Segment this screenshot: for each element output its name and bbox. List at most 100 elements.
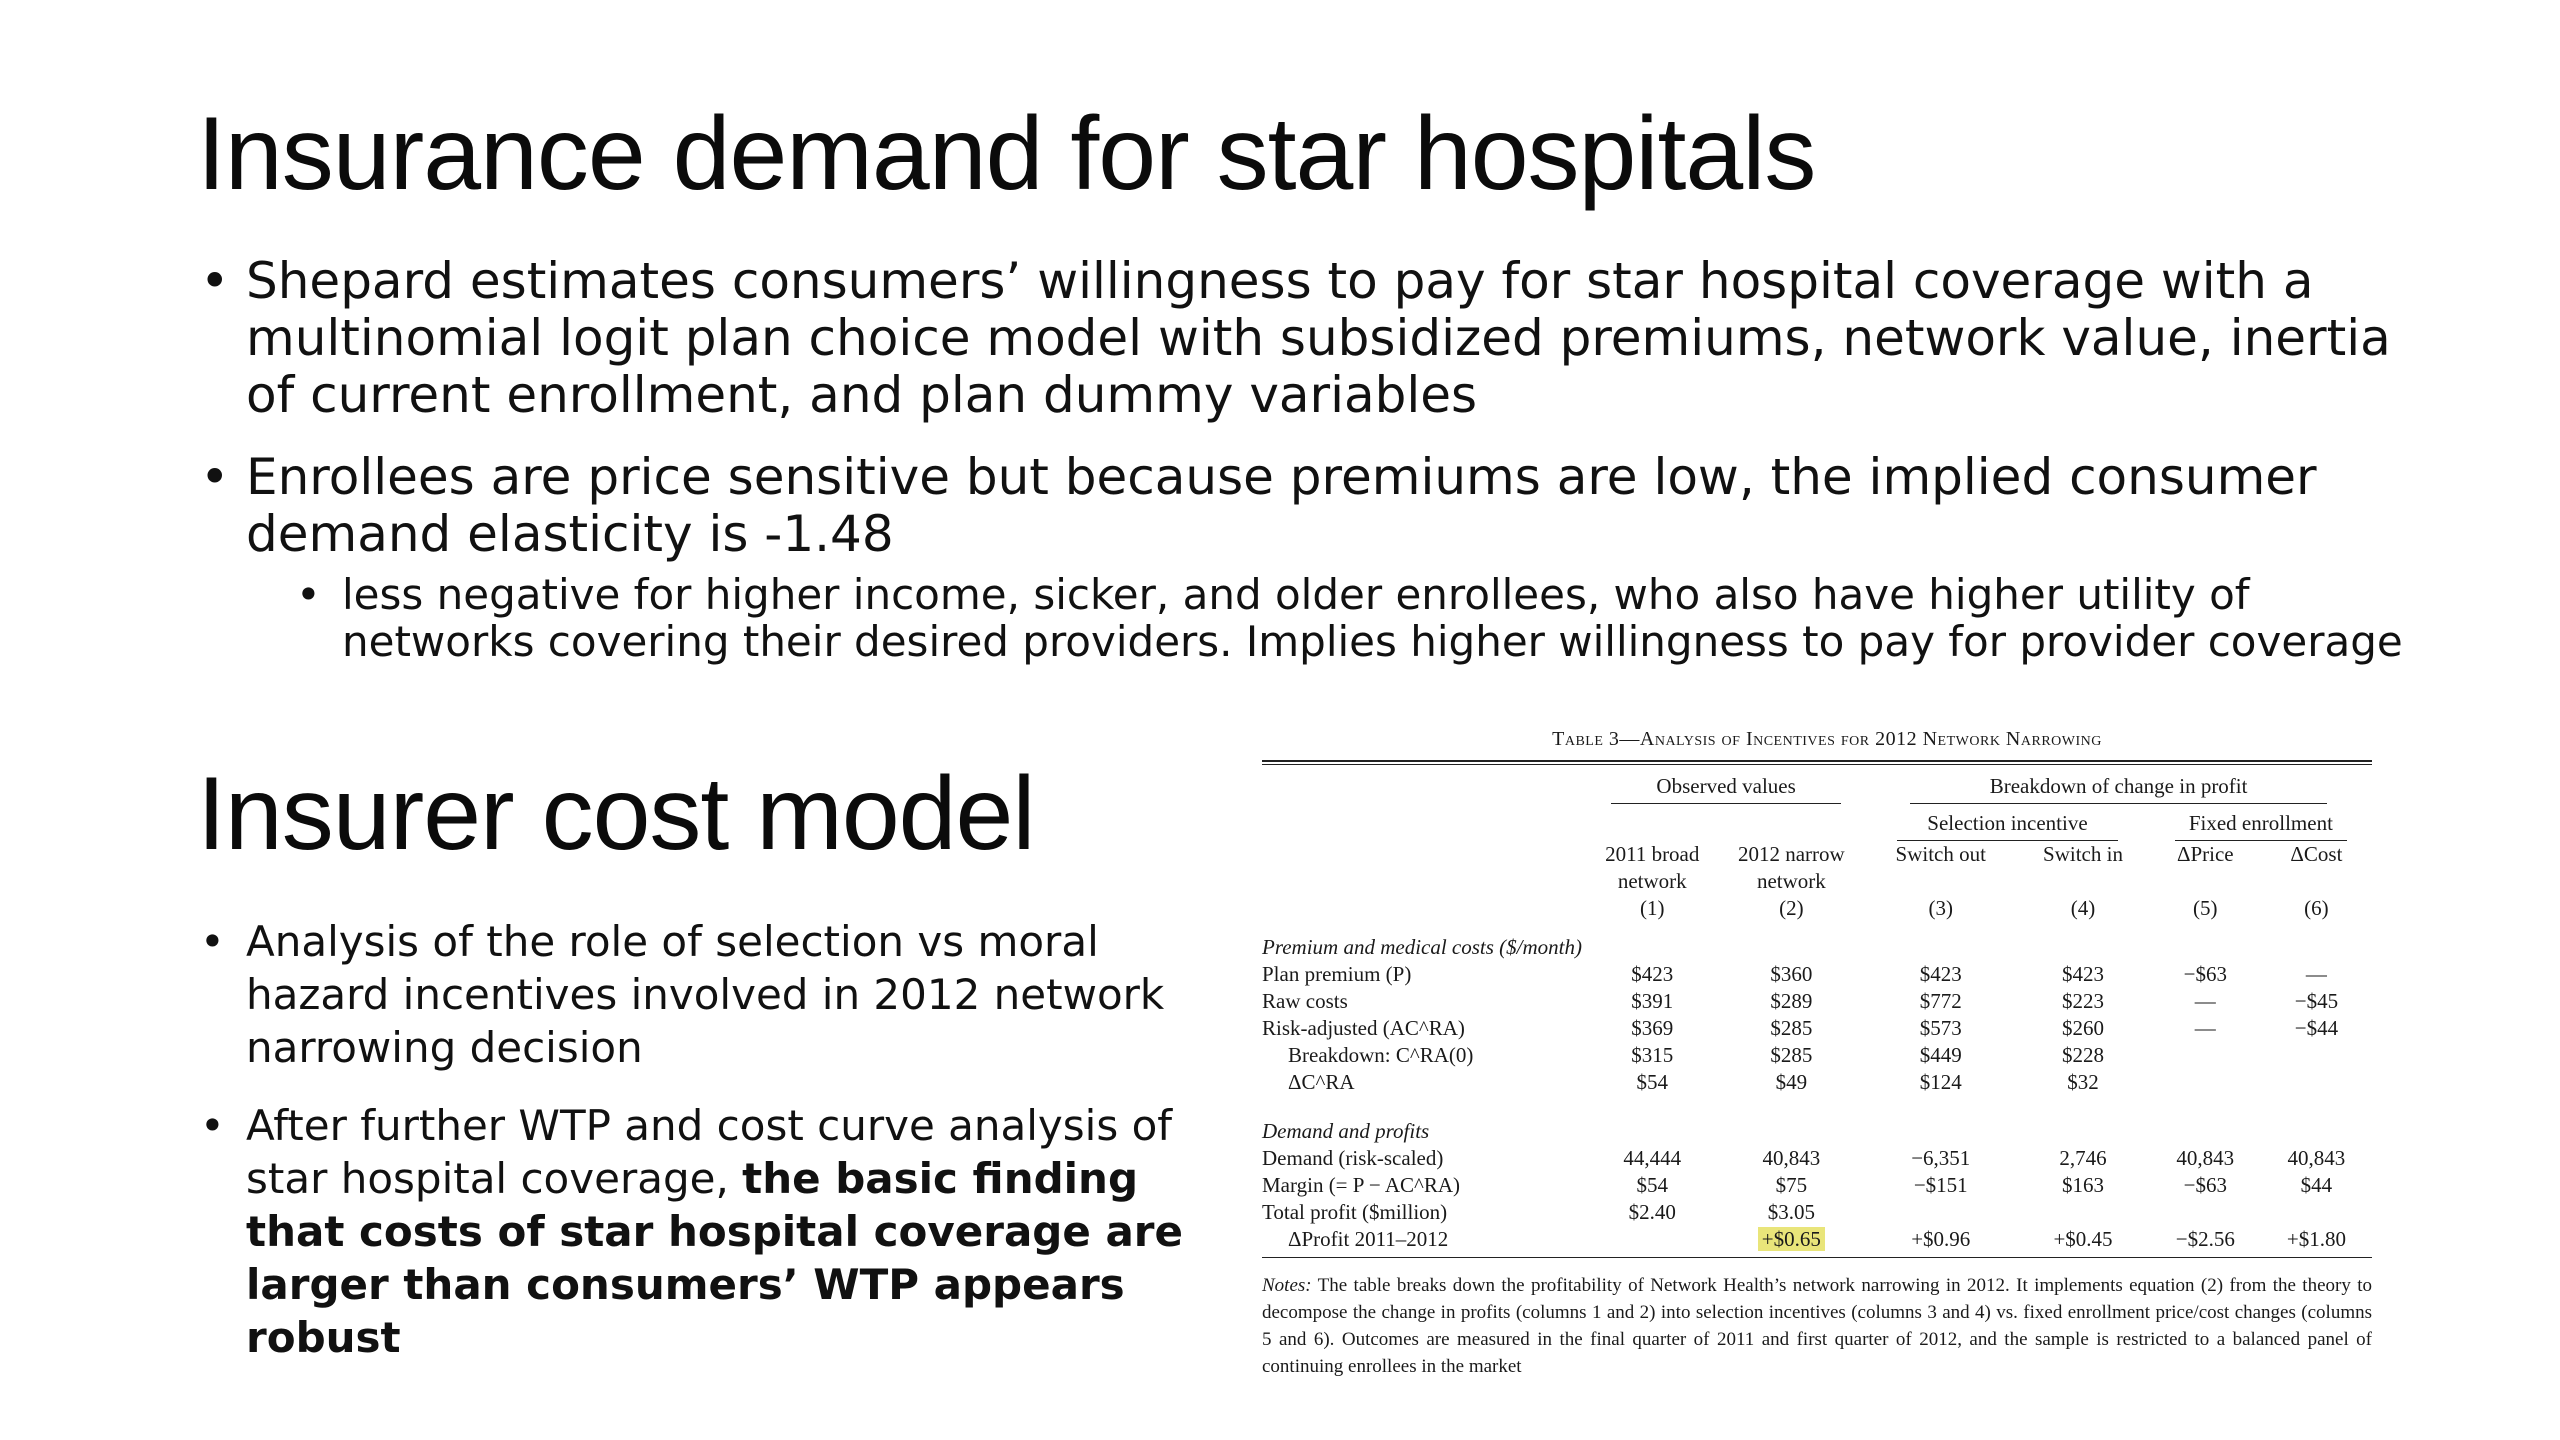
table-cell: +$0.45 — [2053, 1227, 2113, 1251]
table-cell: $124 — [1919, 1070, 1962, 1094]
table-cell: $315 — [1631, 1043, 1674, 1067]
table-cell: $32 — [2067, 1070, 2099, 1094]
sub-bullet-item: less negative for higher income, sicker,… — [296, 571, 2446, 665]
table-cell: $228 — [2062, 1043, 2104, 1067]
bullet-text: Analysis of the role of selection vs mor… — [246, 917, 1165, 1072]
table-row: Plan premium (P) $423 $360 $423 $423 −$63 — — [1262, 961, 2372, 988]
table-cell — [2150, 1042, 2261, 1069]
row-label: Breakdown: C^RA(0) — [1288, 1043, 1474, 1067]
table-cell: +$0.65 — [1717, 1226, 1865, 1253]
bullet-text-plain: After further WTP and cost curve analysi… — [246, 1101, 1173, 1203]
table-cell: −$45 — [2294, 989, 2339, 1013]
table-cell — [1865, 1199, 2016, 1226]
column-header: Switch out — [1895, 842, 1986, 866]
table-cell: −$44 — [2294, 1016, 2339, 1040]
table-cell: 40,843 — [2176, 1146, 2235, 1170]
table-bottom-rule — [1262, 1257, 2372, 1258]
row-label: ΔC^RA — [1288, 1070, 1355, 1094]
table-cell: +$0.96 — [1911, 1227, 1971, 1251]
group-header: Observed values — [1611, 773, 1841, 804]
table-cell: $2.40 — [1628, 1200, 1676, 1224]
column-header: ΔCost — [2290, 842, 2343, 866]
column-number: (6) — [2304, 896, 2329, 920]
row-label: Total profit ($million) — [1262, 1200, 1448, 1224]
table-cell: $772 — [1919, 989, 1962, 1013]
table-cell: $3.05 — [1767, 1200, 1815, 1224]
table-cell — [2150, 1069, 2261, 1096]
table-caption: Table 3—Analysis of Incentives for 2012 … — [1552, 728, 2102, 750]
table-cell: 40,843 — [1762, 1146, 1821, 1170]
column-number: (4) — [2070, 896, 2096, 920]
table-cell: $449 — [1919, 1043, 1962, 1067]
bullet-item: After further WTP and cost curve analysi… — [200, 1099, 1206, 1364]
table-cell: 2,746 — [2059, 1146, 2107, 1170]
table-cell: $289 — [1770, 989, 1813, 1013]
table-cell: — — [2194, 1016, 2216, 1040]
table-top-rule — [1262, 760, 2372, 765]
table-cell — [2261, 1199, 2372, 1226]
row-label: Margin (= P − AC^RA) — [1262, 1173, 1461, 1197]
table-cell: $573 — [1919, 1016, 1962, 1040]
column-header: ΔPrice — [2176, 842, 2234, 866]
table-row: Breakdown: C^RA(0) $315 $285 $449 $228 — [1262, 1042, 2372, 1069]
table-cell — [2261, 1069, 2372, 1096]
table-cell: −6,351 — [1911, 1146, 1971, 1170]
column-number: (2) — [1779, 896, 1804, 920]
column-number: (1) — [1639, 896, 1665, 920]
table-cell: −$63 — [2183, 962, 2227, 986]
column-header: network — [1756, 869, 1826, 893]
table-row: Raw costs $391 $289 $772 $223 — −$45 — [1262, 988, 2372, 1015]
table-cell: $163 — [2062, 1173, 2104, 1197]
table-cell: $423 — [1631, 962, 1674, 986]
table-cell: −$2.56 — [2175, 1227, 2235, 1251]
table-cell — [2016, 1199, 2150, 1226]
table-row: Risk-adjusted (AC^RA) $369 $285 $573 $260 — −$… — [1262, 1015, 2372, 1042]
bullet-item: Shepard estimates consumers’ willingness… — [200, 252, 2446, 424]
table-section-b: Demand (risk-scaled) 44,444 40,843 −6,351 2,… — [1262, 1145, 2372, 1253]
table-cell: $75 — [1775, 1173, 1808, 1197]
table-cell: $423 — [1919, 962, 1962, 986]
table-cell: $54 — [1636, 1070, 1668, 1094]
table-section-a: Plan premium (P) $423 $360 $423 $423 −$63— Raw… — [1262, 961, 2372, 1096]
table-cell: 40,843 — [2287, 1146, 2346, 1170]
cost-model-bullet-list: Analysis of the role of selection vs mor… — [200, 915, 1206, 1389]
notes-text: The table breaks down the profitability … — [1262, 1275, 2372, 1377]
table-row: Margin (= P − AC^RA) $54 $75 −$151 $163 −$63 $… — [1262, 1172, 2372, 1199]
table-cell: $54 — [1636, 1173, 1668, 1197]
bullet-item: Analysis of the role of selection vs mor… — [200, 915, 1206, 1074]
row-label: ΔProfit 2011–2012 — [1288, 1227, 1449, 1251]
table-cell: $49 — [1775, 1070, 1808, 1094]
row-label: Plan premium (P) — [1262, 962, 1412, 986]
column-header: Switch in — [2043, 842, 2123, 866]
column-header: network — [1617, 869, 1687, 893]
demand-bullet-list: Shepard estimates consumers’ willingness… — [200, 252, 2446, 690]
notes-label: Notes: — [1262, 1275, 1312, 1296]
table-row: ΔProfit 2011–2012 +$0.65 +$0.96 +$0.45 −$2.5… — [1262, 1226, 2372, 1253]
table-cell: $391 — [1631, 989, 1674, 1013]
row-label: Raw costs — [1262, 989, 1348, 1013]
table-cell: 44,444 — [1623, 1146, 1682, 1170]
table-row: Demand (risk-scaled) 44,444 40,843 −6,351 2,… — [1262, 1145, 2372, 1172]
table-cell: $223 — [2062, 989, 2104, 1013]
bullet-text: Enrollees are price sensitive but becaus… — [246, 448, 2317, 563]
row-label: Demand (risk-scaled) — [1262, 1146, 1444, 1170]
table-cell: $285 — [1770, 1043, 1813, 1067]
table-cell: $423 — [2062, 962, 2104, 986]
table-cell — [1587, 1226, 1717, 1253]
table-figure: Table 3—Analysis of Incentives for 2012 … — [1262, 728, 2372, 1380]
table-cell: $369 — [1631, 1016, 1674, 1040]
slide-title-demand: Insurance demand for star hospitals — [197, 96, 1816, 212]
table-cell — [2150, 1199, 2261, 1226]
table-row: ΔC^RA $54 $49 $124 $32 — [1262, 1069, 2372, 1096]
table-cell: — — [2305, 962, 2327, 986]
table-cell — [2261, 1042, 2372, 1069]
column-number: (5) — [2193, 896, 2218, 920]
column-header: 2012 narrow — [1737, 842, 1845, 866]
column-number: (3) — [1928, 896, 1953, 920]
bullet-text: Shepard estimates consumers’ willingness… — [246, 252, 2391, 424]
table-cell: $44 — [2300, 1173, 2333, 1197]
profit-table: Observed values Breakdown of change in p… — [1262, 765, 2372, 1253]
slide-title-cost-model: Insurer cost model — [197, 756, 1035, 872]
bullet-item: Enrollees are price sensitive but becaus… — [200, 448, 2446, 666]
row-label: Risk-adjusted (AC^RA) — [1262, 1016, 1465, 1040]
